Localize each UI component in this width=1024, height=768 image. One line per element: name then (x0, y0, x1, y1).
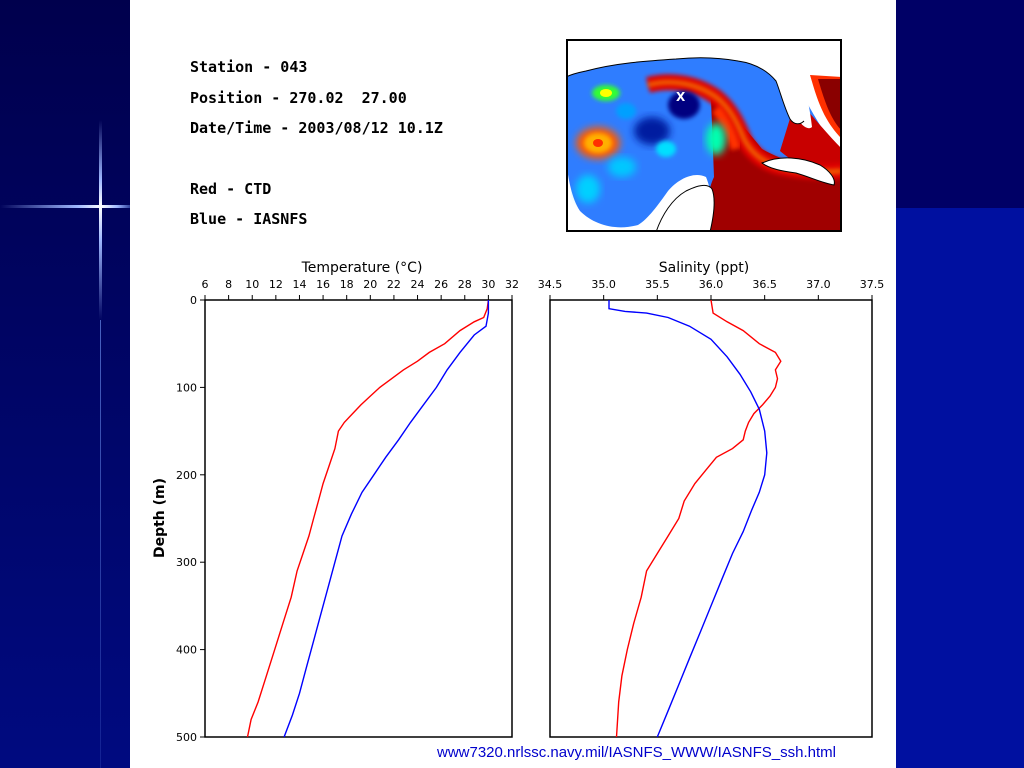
salinity-series (608, 299, 782, 738)
x-tick-label: 24 (411, 278, 425, 291)
profile-charts: Temperature (°C) 6 8 10 12 14 16 18 20 22 24 26 28 3… (152, 260, 885, 744)
x-tick-label: 8 (225, 278, 232, 291)
y-tick-label: 300 (176, 556, 197, 569)
depth-axis-label: Depth (m) (152, 478, 168, 558)
salinity-title: Salinity (ppt) (659, 260, 749, 276)
temperature-series (246, 299, 490, 738)
salinity-x-ticks: 34.5 35.0 35.5 36.0 36.5 37.0 37.5 (538, 278, 885, 300)
y-tick-label: 400 (176, 644, 197, 657)
x-tick-label: 36.0 (699, 278, 724, 291)
x-tick-label: 6 (202, 278, 209, 291)
salinity-chart: Salinity (ppt) 34.5 35.0 35.5 36.0 36.5 37.0 3… (538, 260, 885, 738)
sparkle-decoration (0, 205, 130, 208)
y-tick-label: 0 (190, 294, 197, 307)
temperature-title: Temperature (°C) (301, 260, 423, 276)
x-tick-label: 36.5 (752, 278, 777, 291)
ctd-profile-line (615, 299, 782, 738)
legend-ctd: Red - CTD (190, 179, 272, 198)
y-tick-label: 500 (176, 731, 197, 744)
x-tick-label: 18 (340, 278, 354, 291)
x-tick-label: 16 (316, 278, 330, 291)
gulf-of-mexico-ssh-map: X (566, 39, 842, 232)
y-tick-label: 100 (176, 381, 197, 394)
y-tick-label: 200 (176, 469, 197, 482)
sparkle-decoration (100, 320, 101, 768)
x-tick-label: 30 (481, 278, 495, 291)
source-url-caption: www7320.nrlssc.navy.mil/IASNFS_WWW/IASNF… (437, 744, 836, 761)
salinity-plot-frame (549, 299, 873, 738)
slide-accent-bar (896, 208, 1024, 768)
depth-y-ticks: 0 100 200 300 400 500 (176, 294, 205, 744)
legend-iasnfs: Blue - IASNFS (190, 210, 308, 228)
temperature-plot-frame (204, 299, 513, 738)
sparkle-decoration (99, 120, 102, 320)
x-tick-label: 28 (458, 278, 472, 291)
x-tick-label: 35.5 (645, 278, 670, 291)
station-marker: X (676, 90, 686, 104)
x-tick-label: 22 (387, 278, 401, 291)
slide-background-left (0, 0, 130, 768)
x-tick-label: 37.5 (860, 278, 885, 291)
x-tick-label: 26 (434, 278, 448, 291)
x-tick-label: 14 (292, 278, 306, 291)
iasnfs-profile-line (608, 300, 768, 738)
datetime-label: Date/Time - 2003/08/12 10.1Z (190, 119, 443, 137)
x-tick-label: 12 (269, 278, 283, 291)
x-tick-label: 32 (505, 278, 519, 291)
station-info: Station - 043 Position - 270.02 27.00 Da… (190, 52, 443, 235)
temperature-chart: Temperature (°C) 6 8 10 12 14 16 18 20 22 24 26 28 3… (152, 260, 519, 744)
ctd-profile-line (246, 299, 490, 738)
x-tick-label: 35.0 (591, 278, 616, 291)
station-label: Station - 043 (190, 58, 308, 76)
iasnfs-profile-line (283, 300, 490, 738)
temperature-x-ticks: 6 8 10 12 14 16 18 20 22 24 26 28 30 32 (202, 278, 519, 300)
x-tick-label: 20 (363, 278, 377, 291)
x-tick-label: 37.0 (806, 278, 831, 291)
position-label: Position - 270.02 27.00 (190, 88, 407, 107)
x-tick-label: 34.5 (538, 278, 563, 291)
x-tick-label: 10 (245, 278, 259, 291)
